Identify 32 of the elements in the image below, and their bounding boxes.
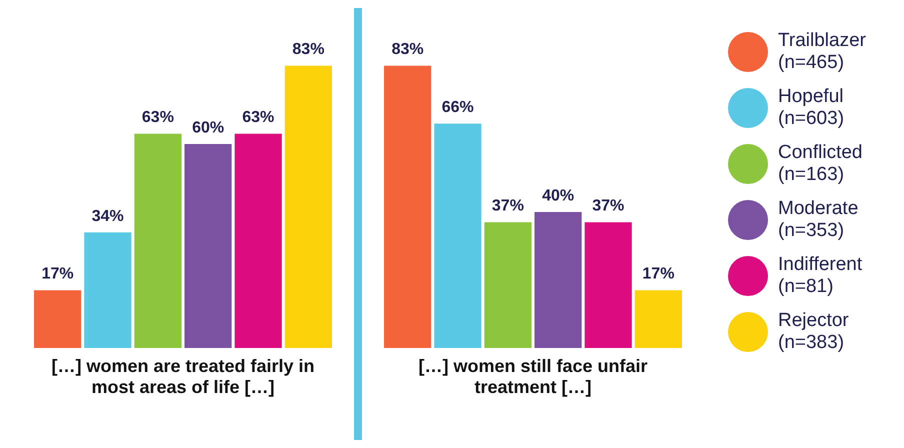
bar [84,232,132,348]
legend-label: Indifferent (n=81) [778,254,864,298]
data-label: 40% [542,187,574,204]
bar [184,144,232,348]
legend-label: Trailblazer (n=465) [778,30,867,74]
data-label: 60% [192,119,224,136]
data-label: 83% [292,41,324,58]
x-tick-label: […] women are treated fairly in most areas of life […] [50,356,316,398]
data-label: 34% [92,208,124,225]
data-label: 63% [142,109,174,126]
data-label: 63% [242,109,274,126]
bar [484,222,532,348]
legend-label: Moderate (n=353) [778,198,860,242]
bar [234,134,282,348]
data-label: 37% [592,198,624,215]
legend-label: Conflicted (n=163) [778,142,864,186]
bar [634,290,682,348]
bar [384,66,432,348]
bar [284,66,332,348]
data-label: 17% [42,266,74,283]
bar [584,222,632,348]
bar [134,134,182,348]
data-label: 66% [442,99,474,116]
data-label: 83% [392,41,424,58]
bar [534,212,582,348]
data-label: 37% [492,198,524,215]
bar [434,124,482,348]
bar [34,290,82,348]
legend-label: Rejector (n=383) [778,310,850,354]
legend-label: Hopeful (n=603) [778,86,846,130]
data-label: 17% [642,266,674,283]
x-tick-label: […] women still face unfair treatment […] [417,356,649,398]
